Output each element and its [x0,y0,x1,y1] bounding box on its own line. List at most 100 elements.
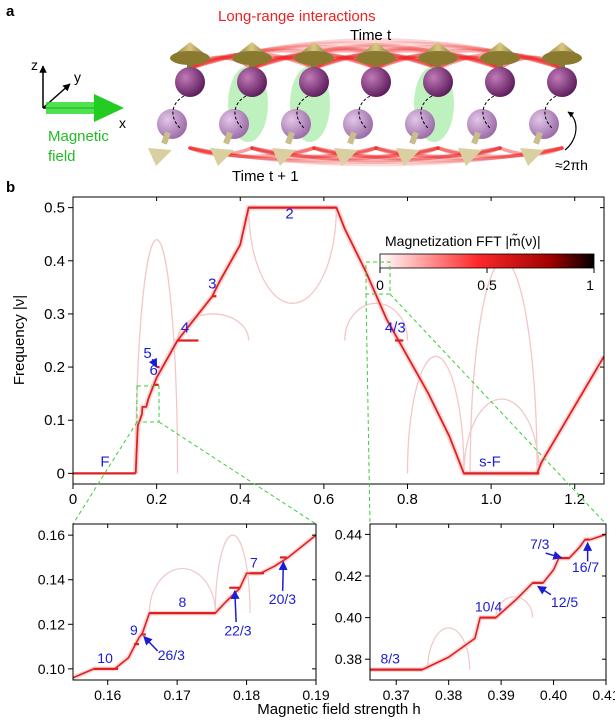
plateau-label-arrow [148,357,158,368]
plateau-label-arrow [545,551,563,560]
plateau-label: 7/3 [530,536,550,552]
zoom-indicators [72,261,607,525]
inset-right-y-ticks: 0.38 0.40 0.42 0.44 [335,526,606,667]
plateau-label-arrow [537,585,552,596]
interaction-arc-bottom [250,146,378,159]
plateau-label: 16/7 [572,559,599,575]
interaction-arc-bottom [188,146,316,159]
plateau-label: 5 [143,345,151,362]
faint-harmonic-arc [247,207,338,304]
spin-6 [458,42,520,166]
inset-right-frame [369,523,607,681]
y-tick-label: 0.4 [44,253,65,270]
inset-left-area [73,524,316,680]
inset-left-x-ticks: 0.16 0.17 0.18 0.19 [94,524,330,703]
panel-a-illustration: a Long-range interactions Time t Time t … [6,3,588,185]
inset-right-faint-features [427,596,534,670]
y-tick-label: 0.38 [335,651,362,667]
inset-left-plateau-labels: 10 9 26/3 8 22/3 7 20/3 [97,554,296,666]
plateau-label: F [100,453,109,470]
interaction-arc-bottom [374,146,502,159]
plateau-label: 20/3 [269,591,296,607]
main-plateaus [73,206,540,475]
magnetic-field-label-line1: Magnetic [48,128,109,145]
colorbar: Magnetization FFT |m̃(ν)| 0 0.5 1 [376,233,595,293]
time-t-label: Time t [350,27,392,44]
main-x-ticks: 0 0.2 0.4 0.6 0.8 1.0 1.2 [69,197,585,508]
x-tick-label: 0.19 [302,687,329,703]
x-tick-label: 0.16 [94,687,121,703]
plateau-label: s-F [479,453,501,470]
rotation-pointer-arrow [564,111,577,151]
panel-a-label: a [6,3,15,20]
plateau-label: 3 [208,275,216,292]
x-tick-label: 0.40 [540,687,567,703]
colorbar-tick-0: 0 [376,277,384,293]
long-range-interactions-label: Long-range interactions [218,8,376,25]
plateau-label-arrow [278,560,288,591]
plateau-label: 10/4 [475,599,502,615]
interaction-arc-top [374,48,564,70]
plateau-label: 6 [149,362,157,379]
x-tick-label: 0.39 [487,687,514,703]
inset-right-plateaus [370,538,590,671]
spin-7 [520,42,582,166]
zoom-box-left [136,385,160,423]
x-tick-label: 0.41 [592,687,615,703]
plateau-label: 2 [285,205,293,222]
faint-harmonic-arc [148,567,216,614]
x-tick-label: 0.18 [233,687,260,703]
axis-z-label: z [31,57,38,73]
y-tick-label: 0.2 [44,359,65,376]
faint-harmonic-arc [495,596,534,618]
spin-2 [210,42,272,166]
x-tick-label: 1.2 [564,491,585,508]
y-tick-label: 0.12 [38,616,65,632]
axis-x-label: x [119,115,126,131]
x-tick-label: 1.0 [481,491,502,508]
colorbar-tick-1: 1 [586,277,594,293]
y-tick-label: 0.16 [38,527,65,543]
x-tick-label: 0.17 [164,687,191,703]
inset-left-faint-features [148,534,251,614]
plateau-label: 8/3 [380,651,400,667]
y-tick-label: 0 [57,465,65,482]
magnetic-field-arrow-icon [46,94,124,122]
y-tick-label: 0.42 [335,568,362,584]
plateau-label: 7 [250,554,258,570]
spin-3 [272,42,334,166]
y-tick-label: 0.10 [38,661,65,677]
panel-b-label: b [6,179,15,196]
interaction-arc-top [312,48,502,70]
x-axis-title: Magnetic field strength h [257,701,420,718]
spin-5 [396,42,458,166]
interaction-arc-top [250,48,440,70]
main-plot-frame [72,196,605,485]
x-tick-label: 0.37 [383,687,410,703]
time-t1-label: Time t + 1 [232,168,299,185]
plateau-label-arrow [143,635,159,652]
interaction-arc-bottom [188,146,564,167]
faint-harmonic-arc [344,302,409,341]
y-tick-label: 0.1 [44,412,65,429]
plateau-label-arrow [230,589,240,623]
spin-4 [334,42,396,166]
plateau-label: 26/3 [158,647,185,663]
faint-harmonic-arc [176,313,250,341]
interaction-arc-bottom [312,146,440,159]
inset-left-heatmap: 0.16 0.17 0.18 0.19 0.10 0.12 0.14 0.16 10 9 26/… [38,523,330,703]
spin-1 [148,42,210,166]
inset-left-plateaus [93,556,287,670]
main-y-ticks: 0 0.1 0.2 0.3 0.4 0.5 [44,200,604,482]
y-tick-label: 0.3 [44,306,65,323]
y-tick-label: 0.14 [38,572,65,588]
x-tick-label: 0.4 [230,491,251,508]
interaction-arc-top [188,48,378,70]
faint-harmonic-arc [214,534,251,614]
plateau-label: 12/5 [551,594,578,610]
inset-right-plateau-labels: 8/3 10/4 12/5 7/3 16/7 [380,536,599,667]
inset-right-area [370,524,606,680]
y-tick-label: 0.5 [44,200,65,217]
colorbar-title: Magnetization FFT |m̃(ν)| [385,233,541,249]
